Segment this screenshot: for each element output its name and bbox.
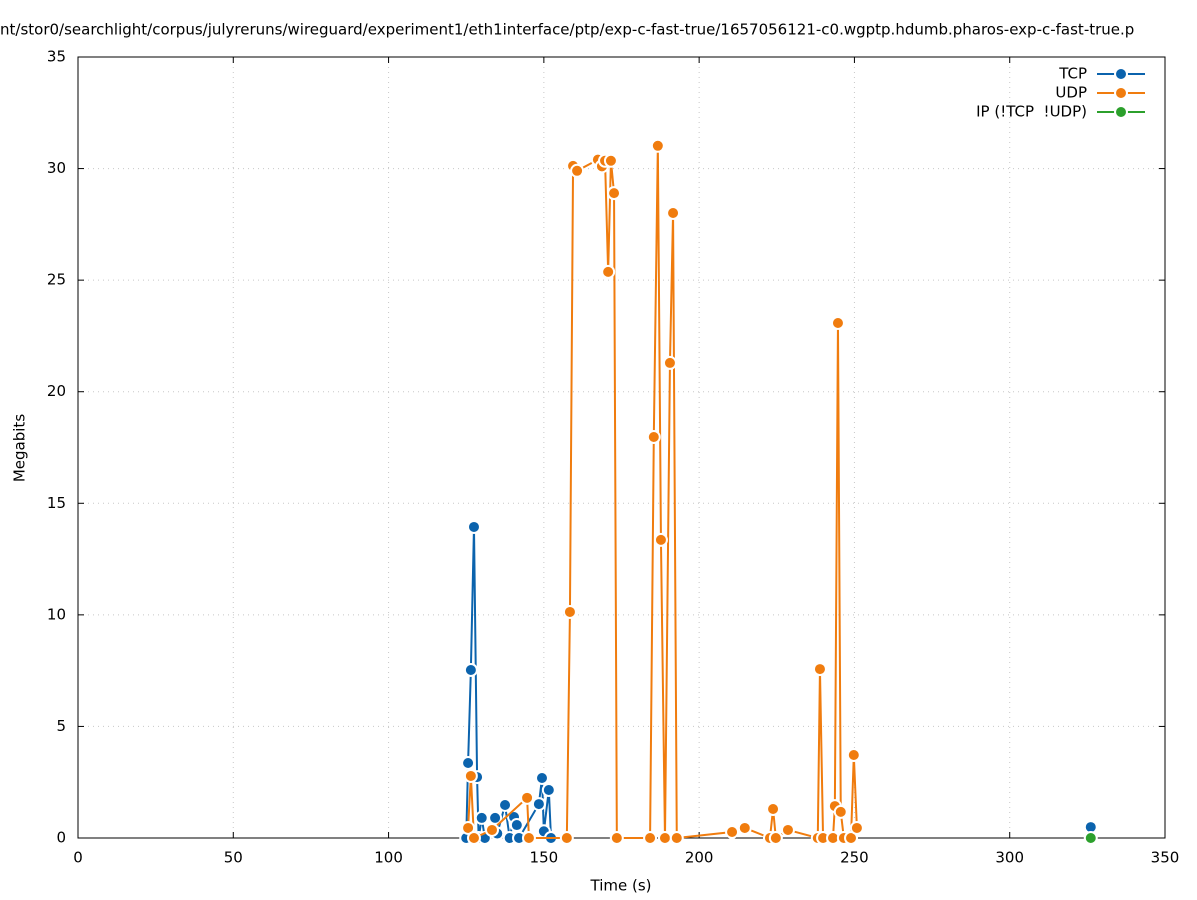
data-point — [541, 783, 556, 798]
y-tick-label: 35 — [47, 48, 66, 66]
x-tick-label: 200 — [685, 849, 714, 867]
x-tick-label: 150 — [530, 849, 559, 867]
data-point — [1083, 831, 1098, 845]
x-tick-label: 250 — [840, 849, 869, 867]
legend-label: UDP — [1055, 84, 1087, 102]
y-tick-label: 5 — [56, 717, 66, 735]
data-point — [484, 822, 499, 837]
data-point — [559, 831, 574, 845]
data-point — [657, 831, 672, 845]
series-line — [467, 145, 858, 840]
data-point — [601, 264, 616, 279]
y-tick-label: 0 — [56, 829, 66, 847]
data-point — [603, 153, 618, 168]
data-point — [466, 831, 481, 845]
data-point — [534, 770, 549, 785]
data-point — [780, 822, 795, 837]
y-tick-label: 20 — [47, 382, 66, 400]
data-point — [521, 831, 536, 845]
data-point — [725, 824, 740, 839]
data-point — [737, 820, 752, 835]
y-tick-label: 30 — [47, 159, 66, 177]
legend-marker — [1114, 67, 1128, 81]
data-point — [463, 662, 478, 677]
data-point — [666, 205, 681, 220]
data-point — [650, 138, 665, 153]
data-point — [607, 186, 622, 201]
y-tick-label: 25 — [47, 271, 66, 289]
data-point — [498, 797, 513, 812]
data-point — [461, 756, 476, 771]
data-point — [520, 790, 535, 805]
data-point — [609, 831, 624, 845]
data-point — [474, 810, 489, 825]
data-point — [463, 768, 478, 783]
x-tick-label: 350 — [1151, 849, 1180, 867]
data-point — [846, 747, 861, 762]
data-point — [509, 818, 524, 833]
data-point — [849, 820, 864, 835]
legend-label: IP (!TCP !UDP) — [976, 103, 1087, 121]
legend-marker — [1114, 86, 1128, 100]
x-axis-label: Time (s) — [590, 877, 652, 895]
x-tick-label: 50 — [224, 849, 243, 867]
plot-frame — [77, 56, 1166, 839]
data-point — [646, 430, 661, 445]
data-point — [570, 163, 585, 178]
x-tick-label: 100 — [374, 849, 403, 867]
data-point — [653, 532, 668, 547]
legend-marker — [1114, 105, 1128, 119]
data-point — [830, 315, 845, 330]
data-point — [466, 519, 481, 534]
data-point — [766, 801, 781, 816]
data-point — [662, 355, 677, 370]
legend-label: TCP — [1058, 65, 1087, 83]
data-point — [669, 831, 684, 845]
data-point — [768, 831, 783, 845]
chart-title: nt/stor0/searchlight/corpus/julyreruns/w… — [0, 21, 1134, 39]
data-point — [812, 662, 827, 677]
data-point — [844, 831, 859, 845]
series-line — [466, 527, 1091, 838]
y-tick-label: 15 — [47, 494, 66, 512]
y-axis-label: Megabits — [11, 414, 29, 482]
data-point — [461, 820, 476, 835]
y-tick-label: 10 — [47, 605, 66, 623]
data-point — [531, 797, 546, 812]
data-point — [833, 804, 848, 819]
data-point — [643, 831, 658, 845]
data-point — [562, 604, 577, 619]
x-tick-label: 0 — [73, 849, 83, 867]
x-tick-label: 300 — [995, 849, 1024, 867]
